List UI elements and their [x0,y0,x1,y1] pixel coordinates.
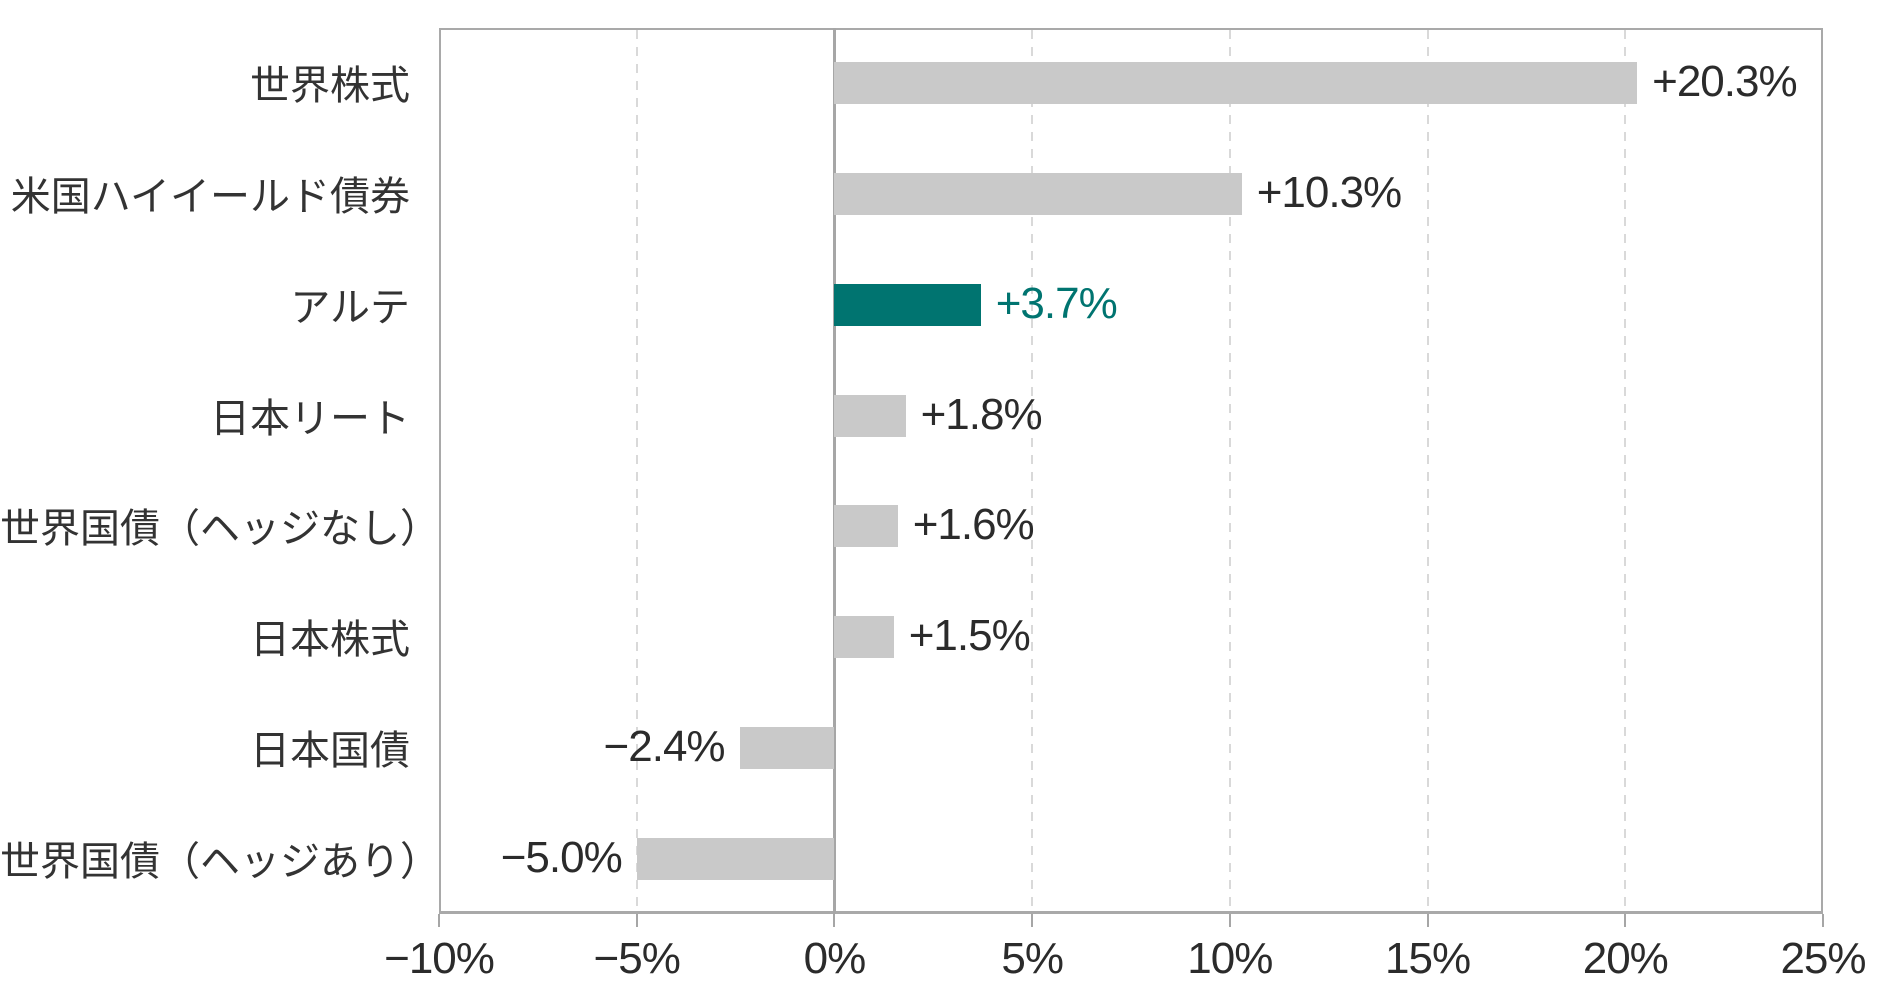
x-axis-tick-label: 20% [1582,934,1669,983]
bar [834,62,1638,105]
gridline-10pct [1228,30,1231,912]
gridline-5pct [1031,30,1034,912]
x-axis-tick-label: 10% [1187,934,1273,983]
gridline-20pct [1624,30,1627,912]
x-axis-tick [1031,914,1034,927]
zero-baseline [832,28,836,914]
category-label: 日本国債 [250,728,410,773]
bar [739,726,835,769]
x-axis-tick [1624,914,1627,927]
bar-highlight [834,283,981,326]
category-label: 日本株式 [250,617,410,662]
x-axis-tick [1426,914,1429,927]
bar-value-label: +20.3% [1652,57,1797,107]
x-axis-tick [438,914,440,927]
bar [834,616,894,659]
category-label: 世界株式 [250,64,410,109]
gridline--5pct [635,30,638,912]
x-axis-tick-label: −10% [384,934,495,983]
bar-value-label: +10.3% [1256,168,1402,218]
x-axis-tick-label: −5% [593,934,681,983]
bar [834,394,906,437]
gridline-15pct [1426,30,1429,912]
x-axis-tick-label: 0% [803,934,867,983]
category-label: アルテ [290,285,410,330]
x-axis-tick-label: 15% [1385,934,1471,983]
x-axis-tick [1228,914,1231,927]
bar [636,837,835,880]
category-label: 世界国債（ヘッジなし） [0,507,440,552]
plot-area [439,28,1823,914]
category-label: 日本リート [210,396,410,441]
bar-value-label: +1.5% [908,611,1031,661]
x-axis-tick [1822,914,1824,927]
bar-value-label: −5.0% [500,832,623,882]
x-axis-tick-label: 5% [1001,934,1064,983]
x-axis-tick-label: 25% [1780,934,1866,983]
bar [834,505,898,548]
category-label: 世界国債（ヘッジあり） [0,839,440,884]
x-axis-tick [833,914,836,927]
x-axis-tick [635,914,638,927]
bar-value-label: +1.8% [920,389,1043,439]
bar-value-label: +1.6% [912,500,1035,550]
bar-value-label: −2.4% [603,721,726,771]
category-label: 米国ハイイールド債券 [10,174,410,219]
bar [834,173,1242,216]
bar-value-label: +3.7% [995,278,1118,328]
